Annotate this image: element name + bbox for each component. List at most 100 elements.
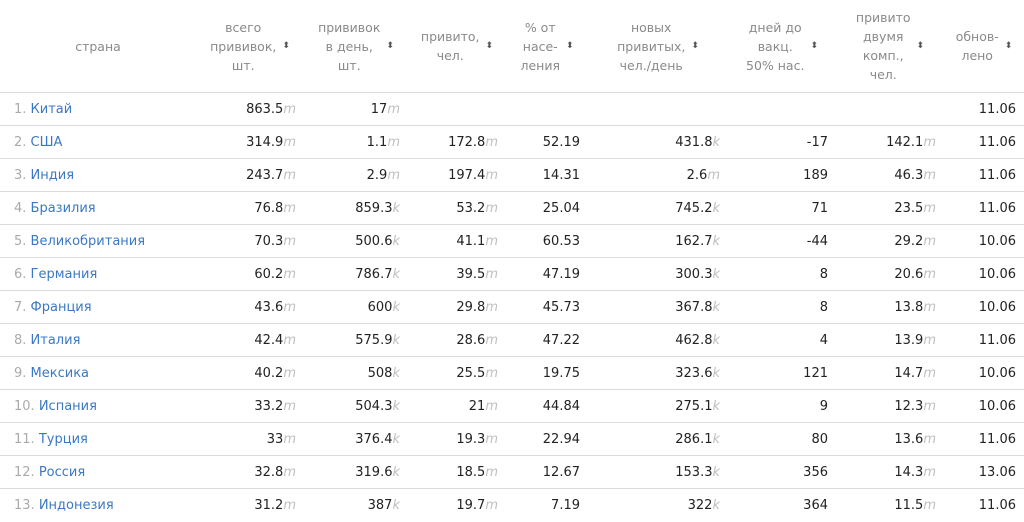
country-link[interactable]: Испания xyxy=(38,398,97,414)
vaccinated-cell: 19.3m xyxy=(408,422,506,456)
unit-suffix: k xyxy=(712,464,720,480)
sort-arrows-icon[interactable]: ⬍ xyxy=(916,40,925,51)
unit-suffix: m xyxy=(707,167,720,183)
country-link[interactable]: Германия xyxy=(30,266,98,282)
updated-cell: 10.06 xyxy=(944,389,1024,423)
unit-suffix: m xyxy=(283,398,296,414)
new-daily-cell: 275.1k xyxy=(588,389,728,423)
country-link[interactable]: Китай xyxy=(30,101,73,117)
unit-suffix: k xyxy=(392,431,400,447)
updated-cell: 10.06 xyxy=(944,290,1024,324)
sort-arrows-icon[interactable]: ⬍ xyxy=(810,40,818,51)
cell-value: 28.6 xyxy=(456,332,486,348)
cell-value: 33.2 xyxy=(254,398,284,414)
cell-value: 10.06 xyxy=(978,398,1016,414)
cell-value: 13.06 xyxy=(978,464,1016,480)
column-header-label: дней до вакц. 50% нас. xyxy=(746,19,805,73)
table-row: 10. Испания 33.2m 504.3k 21m 44.84 275.1k 9 12.… xyxy=(0,389,1024,423)
country-link[interactable]: Великобритания xyxy=(30,233,146,249)
sort-arrows-icon[interactable]: ⬍ xyxy=(485,40,494,51)
sort-arrows-icon[interactable]: ⬍ xyxy=(1004,40,1013,51)
unit-suffix: m xyxy=(923,332,936,348)
total-cell: 243.7m xyxy=(196,158,304,192)
percent-cell: 60.53 xyxy=(506,224,588,258)
unit-suffix: k xyxy=(712,299,720,315)
cell-value: 376.4 xyxy=(355,431,393,447)
country-link[interactable]: Индия xyxy=(30,167,75,183)
country-link[interactable]: Мексика xyxy=(30,365,90,381)
country-link[interactable]: Индонезия xyxy=(38,497,114,513)
daily-cell: 1.1m xyxy=(304,125,408,159)
cell-value: 9 xyxy=(819,398,828,414)
unit-suffix: k xyxy=(392,299,400,315)
cell-value: 32.8 xyxy=(254,464,284,480)
updated-cell: 11.06 xyxy=(944,92,1024,126)
column-header-daily-vaccinations[interactable]: прививок в день, шт. ⬍ xyxy=(304,0,408,93)
daily-cell: 17m xyxy=(304,92,408,126)
updated-cell: 11.06 xyxy=(944,323,1024,357)
unit-suffix: k xyxy=(712,398,720,414)
days-cell: 71 xyxy=(728,191,836,225)
country-link[interactable]: Бразилия xyxy=(30,200,96,216)
daily-cell: 600k xyxy=(304,290,408,324)
cell-value: 60.53 xyxy=(542,233,580,249)
country-link[interactable]: Италия xyxy=(30,332,81,348)
rank-number: 8. xyxy=(14,332,27,348)
cell-value: 500.6 xyxy=(355,233,393,249)
column-header-vaccinated-people[interactable]: привито, чел. ⬍ xyxy=(408,0,506,93)
unit-suffix: m xyxy=(485,398,498,414)
cell-value: 8 xyxy=(819,266,828,282)
vaccinated-cell xyxy=(408,92,506,126)
column-header-label: привито двумя комп., чел. xyxy=(855,10,911,82)
country-link[interactable]: Россия xyxy=(38,464,86,480)
unit-suffix: m xyxy=(485,134,498,150)
cell-value: 4 xyxy=(819,332,828,348)
unit-suffix: m xyxy=(283,167,296,183)
daily-cell: 859.3k xyxy=(304,191,408,225)
unit-suffix: m xyxy=(923,464,936,480)
table-row: 9. Мексика 40.2m 508k 25.5m 19.75 323.6k 121 14… xyxy=(0,356,1024,390)
total-cell: 43.6m xyxy=(196,290,304,324)
cell-value: 356 xyxy=(803,464,828,480)
country-cell: 13. Индонезия xyxy=(0,488,196,521)
column-header-fully-vaccinated[interactable]: привито двумя комп., чел. ⬍ xyxy=(836,0,944,93)
country-cell: 11. Турция xyxy=(0,422,196,456)
cell-value: 162.7 xyxy=(675,233,713,249)
sort-arrows-icon[interactable]: ⬍ xyxy=(282,40,290,51)
column-header-percent-population[interactable]: % от насе- ления ⬍ xyxy=(506,0,588,93)
column-header-days-to-50pct[interactable]: дней до вакц. 50% нас. ⬍ xyxy=(728,0,836,93)
column-header-updated[interactable]: обнов- лено ⬍ xyxy=(944,0,1024,93)
cell-value: 300.3 xyxy=(675,266,713,282)
vaccinated-cell: 19.7m xyxy=(408,488,506,521)
two-doses-cell: 20.6m xyxy=(836,257,944,291)
column-header-new-vaccinated-daily[interactable]: новых привитых, чел./день ⬍ xyxy=(588,0,728,93)
cell-value: 367.8 xyxy=(675,299,713,315)
cell-value: 12.67 xyxy=(542,464,580,480)
cell-value: 39.5 xyxy=(456,266,486,282)
country-link[interactable]: Франция xyxy=(30,299,92,315)
unit-suffix: k xyxy=(392,266,400,282)
cell-value: 243.7 xyxy=(246,167,284,183)
days-cell: 9 xyxy=(728,389,836,423)
cell-value: 11.06 xyxy=(978,497,1016,513)
two-doses-cell: 13.8m xyxy=(836,290,944,324)
cell-value: 76.8 xyxy=(254,200,284,216)
sort-arrows-icon[interactable]: ⬍ xyxy=(386,40,394,51)
sort-arrows-icon[interactable]: ⬍ xyxy=(691,40,699,51)
vaccinated-cell: 29.8m xyxy=(408,290,506,324)
country-link[interactable]: США xyxy=(30,134,63,150)
daily-cell: 500.6k xyxy=(304,224,408,258)
cell-value: 80 xyxy=(811,431,828,447)
cell-value: 60.2 xyxy=(254,266,284,282)
cell-value: 11.06 xyxy=(978,332,1016,348)
country-link[interactable]: Турция xyxy=(38,431,88,447)
percent-cell: 14.31 xyxy=(506,158,588,192)
country-cell: 12. Россия xyxy=(0,455,196,489)
column-header-total-vaccinations[interactable]: всего прививок, шт. ⬍ xyxy=(196,0,304,93)
cell-value: 11.06 xyxy=(978,101,1016,117)
sort-arrows-icon[interactable]: ⬍ xyxy=(565,40,574,51)
unit-suffix: m xyxy=(485,266,498,282)
days-cell: 364 xyxy=(728,488,836,521)
cell-value: 10.06 xyxy=(978,233,1016,249)
rank-number: 11. xyxy=(14,431,35,447)
